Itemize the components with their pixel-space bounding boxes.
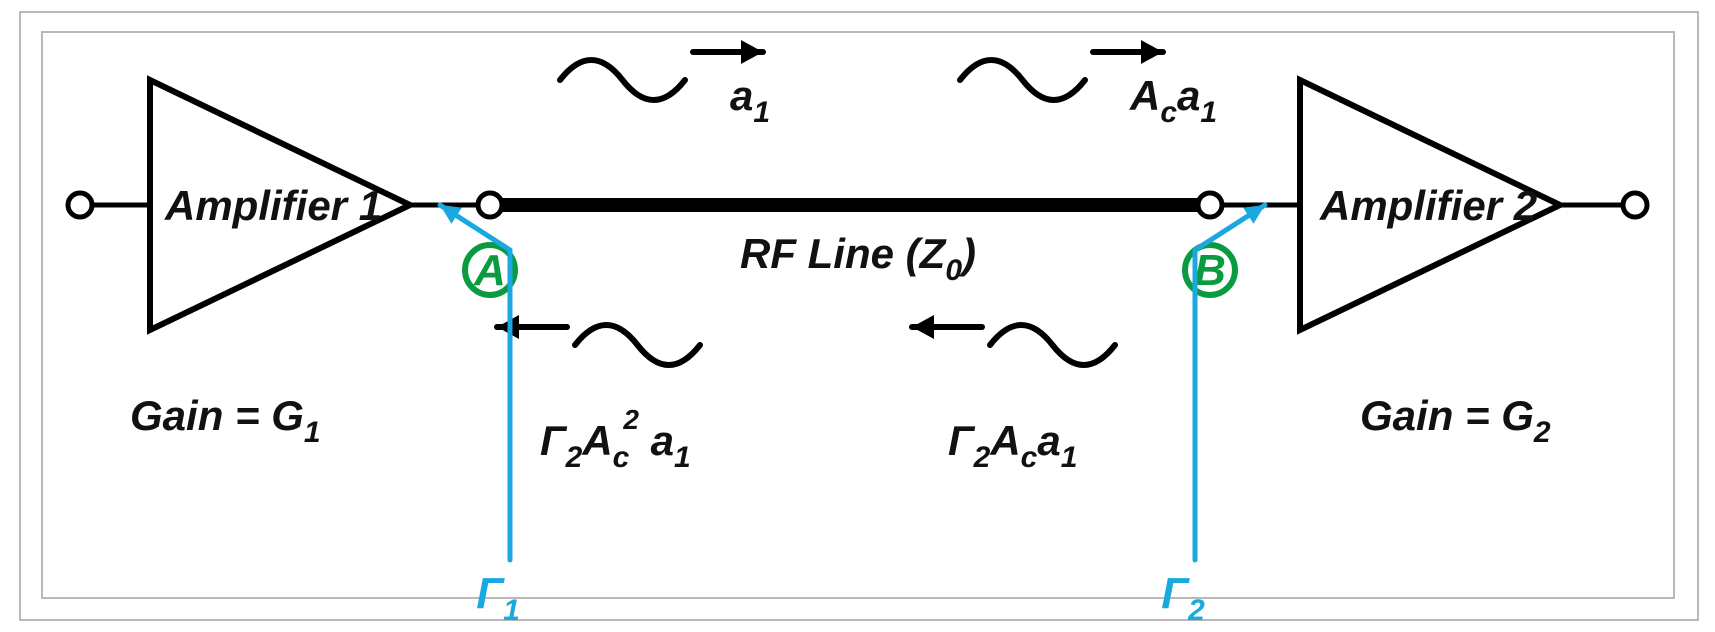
output-port-node [1623,193,1647,217]
node-B [1198,193,1222,217]
inner-frame [42,32,1674,598]
rf-diagram: ABAmplifier 1Amplifier 2Gain = G1Gain = … [0,0,1715,632]
node-A [478,193,502,217]
node-B-badge-label: B [1194,246,1226,295]
node-A-badge-label: A [473,246,506,295]
input-port-node [68,193,92,217]
amplifier-1-label: Amplifier 1 [164,182,382,229]
amplifier-2-label: Amplifier 2 [1319,182,1537,229]
